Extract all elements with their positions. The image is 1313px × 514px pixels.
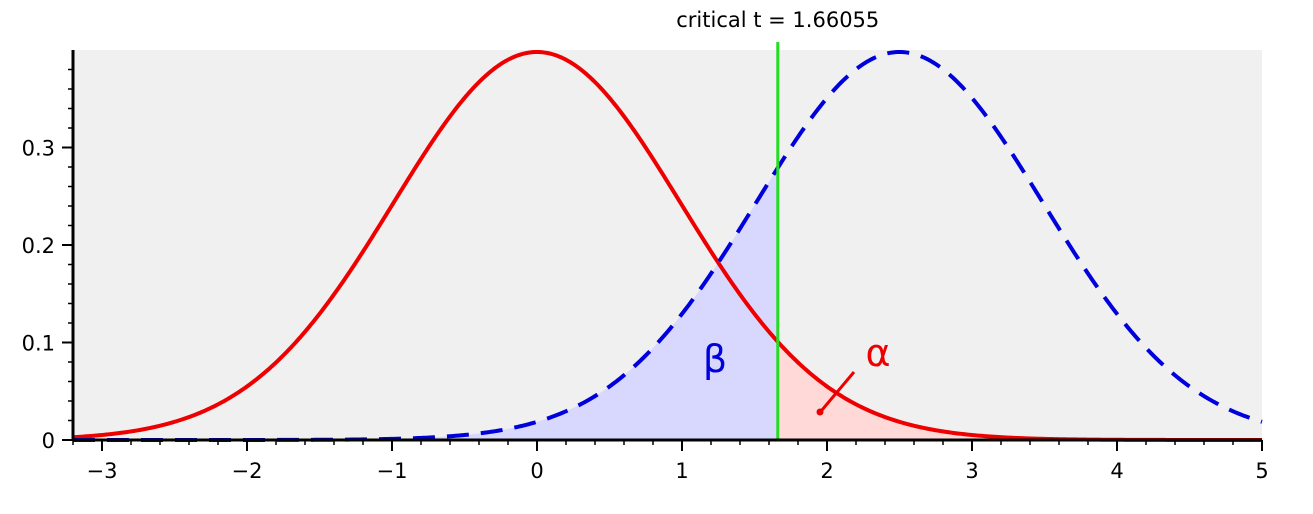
x-tick-label: −2 xyxy=(232,459,263,483)
x-tick-label: −3 xyxy=(87,459,118,483)
x-tick-label: −1 xyxy=(377,459,408,483)
x-tick-label: 4 xyxy=(1110,459,1123,483)
critical-value-label: critical t = 1.66055 xyxy=(676,8,879,32)
shaded-region-alpha xyxy=(777,341,1262,440)
alpha-label: α xyxy=(865,331,890,375)
x-tick-label: 2 xyxy=(820,459,833,483)
shaded-regions xyxy=(73,167,1262,440)
alpha-pointer-line xyxy=(820,371,856,411)
y-tick-label: 0.3 xyxy=(22,137,55,161)
y-tick-label: 0 xyxy=(42,429,55,453)
y-tick-label: 0.2 xyxy=(22,234,55,258)
x-tick-label: 5 xyxy=(1255,459,1268,483)
x-tick-label: 3 xyxy=(965,459,978,483)
beta-label: β xyxy=(703,337,727,381)
series-line-alternative xyxy=(72,50,1263,442)
x-tick-label: 0 xyxy=(530,459,543,483)
alpha-pointer-dot xyxy=(816,408,824,416)
shaded-region-beta xyxy=(73,167,778,440)
y-tick-label: 0.1 xyxy=(22,332,55,356)
axes: −3 −2 −1 0 1 2 3 4 5 0 0.1 0.2 0.3 xyxy=(22,50,1269,483)
x-tick-label: 1 xyxy=(675,459,688,483)
